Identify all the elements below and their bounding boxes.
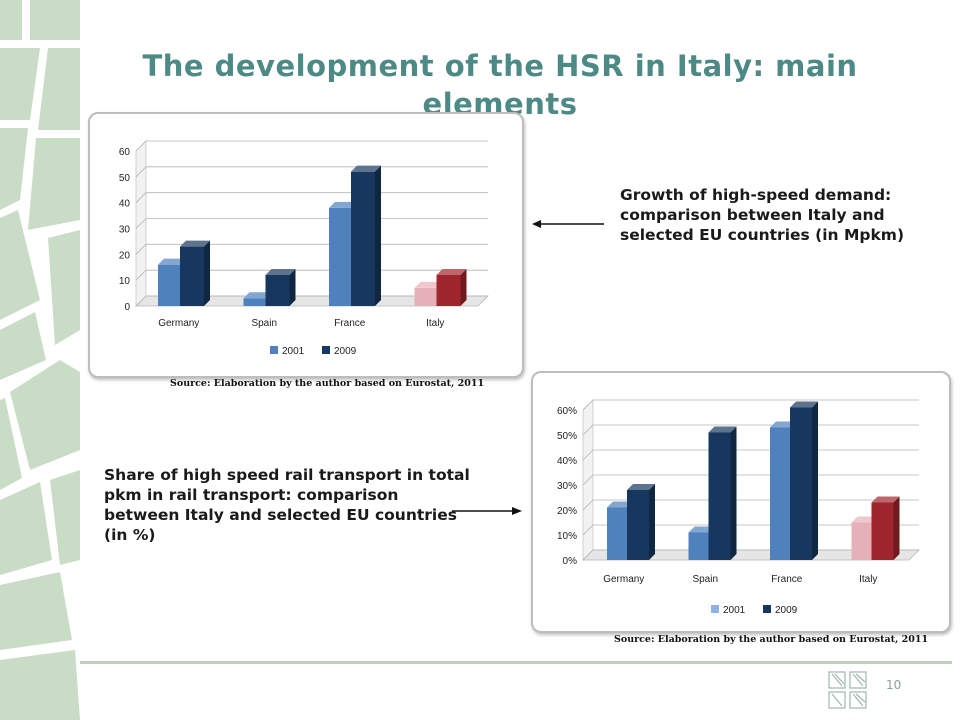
y-tick-label: 60 <box>119 147 131 158</box>
legend-swatch-2001 <box>270 346 278 354</box>
caption-hsr-demand: Growth of high-speed demand: comparison … <box>620 186 905 244</box>
y-tick-label: 30 <box>119 225 131 236</box>
y-tick-label: 0% <box>563 556 578 567</box>
chart-2-frame: 0% 10% 20% 30% 40% 50% 60% Germany Spain France It… <box>531 371 951 633</box>
y-tick-label: 50% <box>557 431 577 442</box>
x-tick-label-spain: Spain <box>251 318 277 329</box>
legend-label-2009: 2009 <box>775 605 798 616</box>
chart-1-hsr-demand-mpkm: 0 10 20 30 40 50 60 Germany Spain France Italy 2001… <box>119 140 489 357</box>
bar-germany-2009 <box>180 240 210 306</box>
legend-swatch-2009 <box>763 605 771 613</box>
legend-swatch-2009 <box>322 346 330 354</box>
x-tick-label-italy: Italy <box>859 574 877 585</box>
bar-spain-2009 <box>265 269 296 306</box>
y-tick-label: 40% <box>557 456 577 467</box>
y-tick-label: 60% <box>557 406 577 417</box>
x-tick-label-spain: Spain <box>692 574 718 585</box>
x-tick-label-germany: Germany <box>603 574 644 585</box>
gridline <box>582 399 919 411</box>
y-tick-label: 50 <box>119 173 131 184</box>
footer-line <box>80 661 952 664</box>
legend-label-2009: 2009 <box>334 346 357 357</box>
gridline <box>135 218 488 229</box>
chart-2-source: Source: Elaboration by the author based … <box>614 634 929 645</box>
y-tick-label: 10% <box>557 531 577 542</box>
y-tick-label: 0 <box>124 302 130 313</box>
bar-spain-2009 <box>708 426 737 560</box>
chart-1-frame: 0 10 20 30 40 50 60 Germany Spain France Italy 2001… <box>88 112 524 378</box>
y-tick-label: 30% <box>557 481 577 492</box>
legend-label-2001: 2001 <box>282 346 305 357</box>
gridline <box>135 192 488 203</box>
gridline <box>582 424 919 436</box>
bar-germany-2009 <box>627 484 655 560</box>
legend-label-2001: 2001 <box>723 605 746 616</box>
y-tick-label: 40 <box>119 199 131 210</box>
bar-italy-2009 <box>436 269 467 306</box>
gridline <box>582 474 919 486</box>
x-tick-label-germany: Germany <box>158 318 199 329</box>
x-tick-label-france: France <box>771 574 803 585</box>
legend-swatch-2001 <box>711 605 719 613</box>
x-tick-label-italy: Italy <box>426 318 444 329</box>
gridline <box>582 449 919 461</box>
arrow-right-icon <box>452 507 522 515</box>
bar-france-2009 <box>790 401 818 560</box>
y-tick-label: 20% <box>557 506 577 517</box>
bar-italy-2009 <box>871 496 900 560</box>
gridline <box>135 166 488 178</box>
y-tick-label: 20 <box>119 250 131 261</box>
caption-hsr-share: Share of high speed rail transport in to… <box>104 466 470 544</box>
y-tick-label: 10 <box>119 276 131 287</box>
logo-icon <box>828 671 867 709</box>
decorative-street-pattern <box>0 0 80 720</box>
gridline <box>135 140 488 152</box>
chart-1-source: Source: Elaboration by the author based … <box>170 378 485 389</box>
page-number: 10 <box>886 678 902 692</box>
x-tick-label-france: France <box>334 318 366 329</box>
arrow-left-icon <box>532 220 604 228</box>
chart-2-hsr-share-percent: 0% 10% 20% 30% 40% 50% 60% Germany Spain France It… <box>557 399 920 616</box>
bar-france-2009 <box>351 165 381 306</box>
